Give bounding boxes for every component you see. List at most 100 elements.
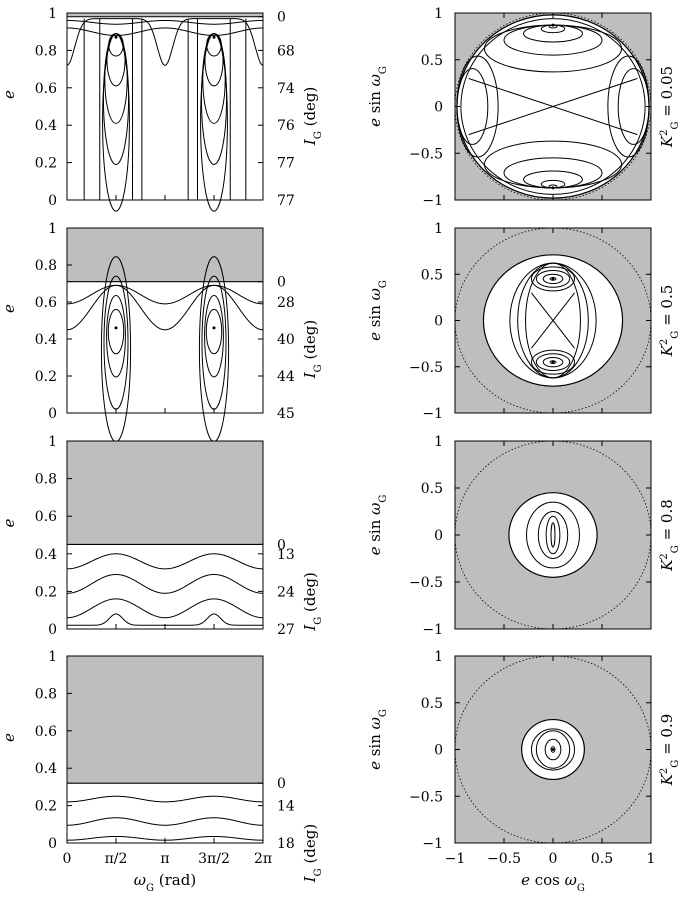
- ytick-label: 0.6: [35, 724, 57, 740]
- ylabel: e sin ωG: [366, 280, 389, 341]
- ytick-label: −1: [422, 406, 443, 422]
- ytick-label: 0: [48, 836, 57, 852]
- ytick-label: 1: [48, 221, 57, 237]
- ytick-label: −0.5: [409, 146, 443, 162]
- libration-loop: [530, 266, 576, 292]
- ytick-label: 1: [48, 434, 57, 450]
- forbidden-region: [67, 441, 263, 545]
- fixed-point: [551, 277, 555, 281]
- circulating-curve: [509, 262, 597, 379]
- ytick-label: 1: [48, 649, 57, 665]
- separatrix: [531, 319, 575, 349]
- circulating-curve: [526, 501, 580, 569]
- ytick-label: 0.5: [421, 267, 443, 283]
- y2tick-label: 76: [277, 118, 295, 134]
- libration-loop: [535, 270, 571, 288]
- circulating-curve: [66, 553, 264, 570]
- side-label: K2G = 0.5: [658, 285, 681, 358]
- xtick-label: −1: [445, 851, 466, 867]
- ytick-label: −1: [422, 193, 443, 209]
- circulating-curve: [550, 522, 556, 548]
- right-panel-3: −1 −0.5 0 0.5 1 e sin ωG K2G = 0.8: [366, 434, 681, 638]
- xtick-label: 0: [549, 851, 558, 867]
- ytick-label: 0: [48, 406, 57, 422]
- y2tick-label: 0: [277, 776, 286, 792]
- ylabel: e: [0, 304, 18, 313]
- circulating-curve: [66, 573, 264, 594]
- libration-loop: [201, 275, 227, 410]
- ytick-label: 0.2: [35, 584, 57, 600]
- side-label: K2G = 0.05: [658, 66, 681, 148]
- ytick-label: −0.5: [409, 360, 443, 376]
- ytick-label: 0.2: [35, 799, 57, 815]
- libration-loop: [198, 256, 230, 443]
- circulating-curve: [67, 795, 263, 803]
- left-panel-1: 0 0.2 0.4 0.6 0.8 1 0 68 74 76 77 77 e IG (deg): [0, 6, 324, 212]
- ytick-label: −0.5: [409, 789, 443, 805]
- circulating-curve: [460, 18, 646, 195]
- libration-loop: [205, 308, 223, 355]
- fixed-point: [212, 326, 216, 330]
- circulating-curve: [537, 511, 569, 559]
- ytick-label: 0: [434, 528, 443, 544]
- libration-loop: [200, 33, 228, 212]
- circulating-curve: [545, 515, 561, 555]
- libration-loop: [542, 357, 564, 368]
- circulating-curve: [544, 738, 562, 761]
- xtick-label: 3π/2: [198, 851, 230, 867]
- xtick-label: π/2: [105, 851, 128, 867]
- libration-loop: [535, 353, 571, 371]
- y2tick-label: 0: [277, 537, 286, 553]
- fixed-point: [551, 360, 555, 364]
- ytick-label: −1: [422, 836, 443, 852]
- ytick-label: 0.5: [421, 481, 443, 497]
- accessible-disk: [508, 492, 598, 578]
- separatrix: [66, 18, 264, 66]
- ytick-label: 0.2: [35, 156, 57, 172]
- y2tick-label: 0: [277, 10, 286, 26]
- right-panel-2: −1 −0.5 0 0.5 1 e sin ωG K2G = 0.5: [366, 221, 681, 422]
- circulating-curve: [67, 613, 263, 626]
- forbidden-region: [67, 656, 263, 784]
- libration-loop: [100, 256, 132, 443]
- y2label: IG (deg): [301, 87, 324, 147]
- ylabel: e: [0, 518, 18, 527]
- ytick-label: 1: [48, 6, 57, 22]
- y2tick-label: 44: [277, 369, 295, 385]
- ytick-label: −0.5: [409, 575, 443, 591]
- libration-loop: [102, 33, 130, 212]
- right-panel-4: −1 −0.5 0 0.5 1 −1 −0.5 0 0.5 1 e sin ωG K2G = 0.9 e…: [366, 649, 681, 894]
- ytick-label: 0.6: [35, 81, 57, 97]
- separatrix: [66, 284, 264, 331]
- ytick-label: 0: [434, 100, 443, 116]
- side-label: K2G = 0.8: [658, 499, 681, 572]
- libration-loop: [542, 273, 564, 284]
- fixed-point: [551, 23, 555, 27]
- xtick-label: 0.5: [591, 851, 613, 867]
- y2tick-label: 14: [277, 799, 295, 815]
- xtick-label: π: [160, 851, 169, 867]
- right-panel-1: −1 −0.5 0 0.5 1 e sin ωG K2G = 0.05: [366, 6, 681, 209]
- circulating-curve: [66, 284, 264, 305]
- xtick-label: −0.5: [487, 851, 521, 867]
- ytick-label: 0.8: [35, 472, 57, 488]
- circulating-curve: [535, 730, 571, 769]
- ytick-label: 0: [434, 314, 443, 330]
- ytick-label: 0: [48, 622, 57, 638]
- ytick-label: 0.6: [35, 509, 57, 525]
- y2tick-label: 27: [277, 622, 295, 638]
- xtick-label: 1: [647, 851, 656, 867]
- ytick-label: 0.4: [35, 118, 57, 134]
- ytick-label: 0.4: [35, 761, 57, 777]
- y2tick-label: 13: [277, 547, 295, 563]
- ylabel: e: [0, 90, 18, 99]
- y2label: IG (deg): [301, 572, 324, 632]
- ytick-label: −1: [422, 622, 443, 638]
- circulating-curve: [550, 746, 556, 753]
- xlabel: ωG (rad): [134, 871, 196, 894]
- fixed-point: [114, 35, 118, 39]
- forbidden-region: [67, 13, 263, 17]
- y2tick-label: 18: [277, 836, 295, 852]
